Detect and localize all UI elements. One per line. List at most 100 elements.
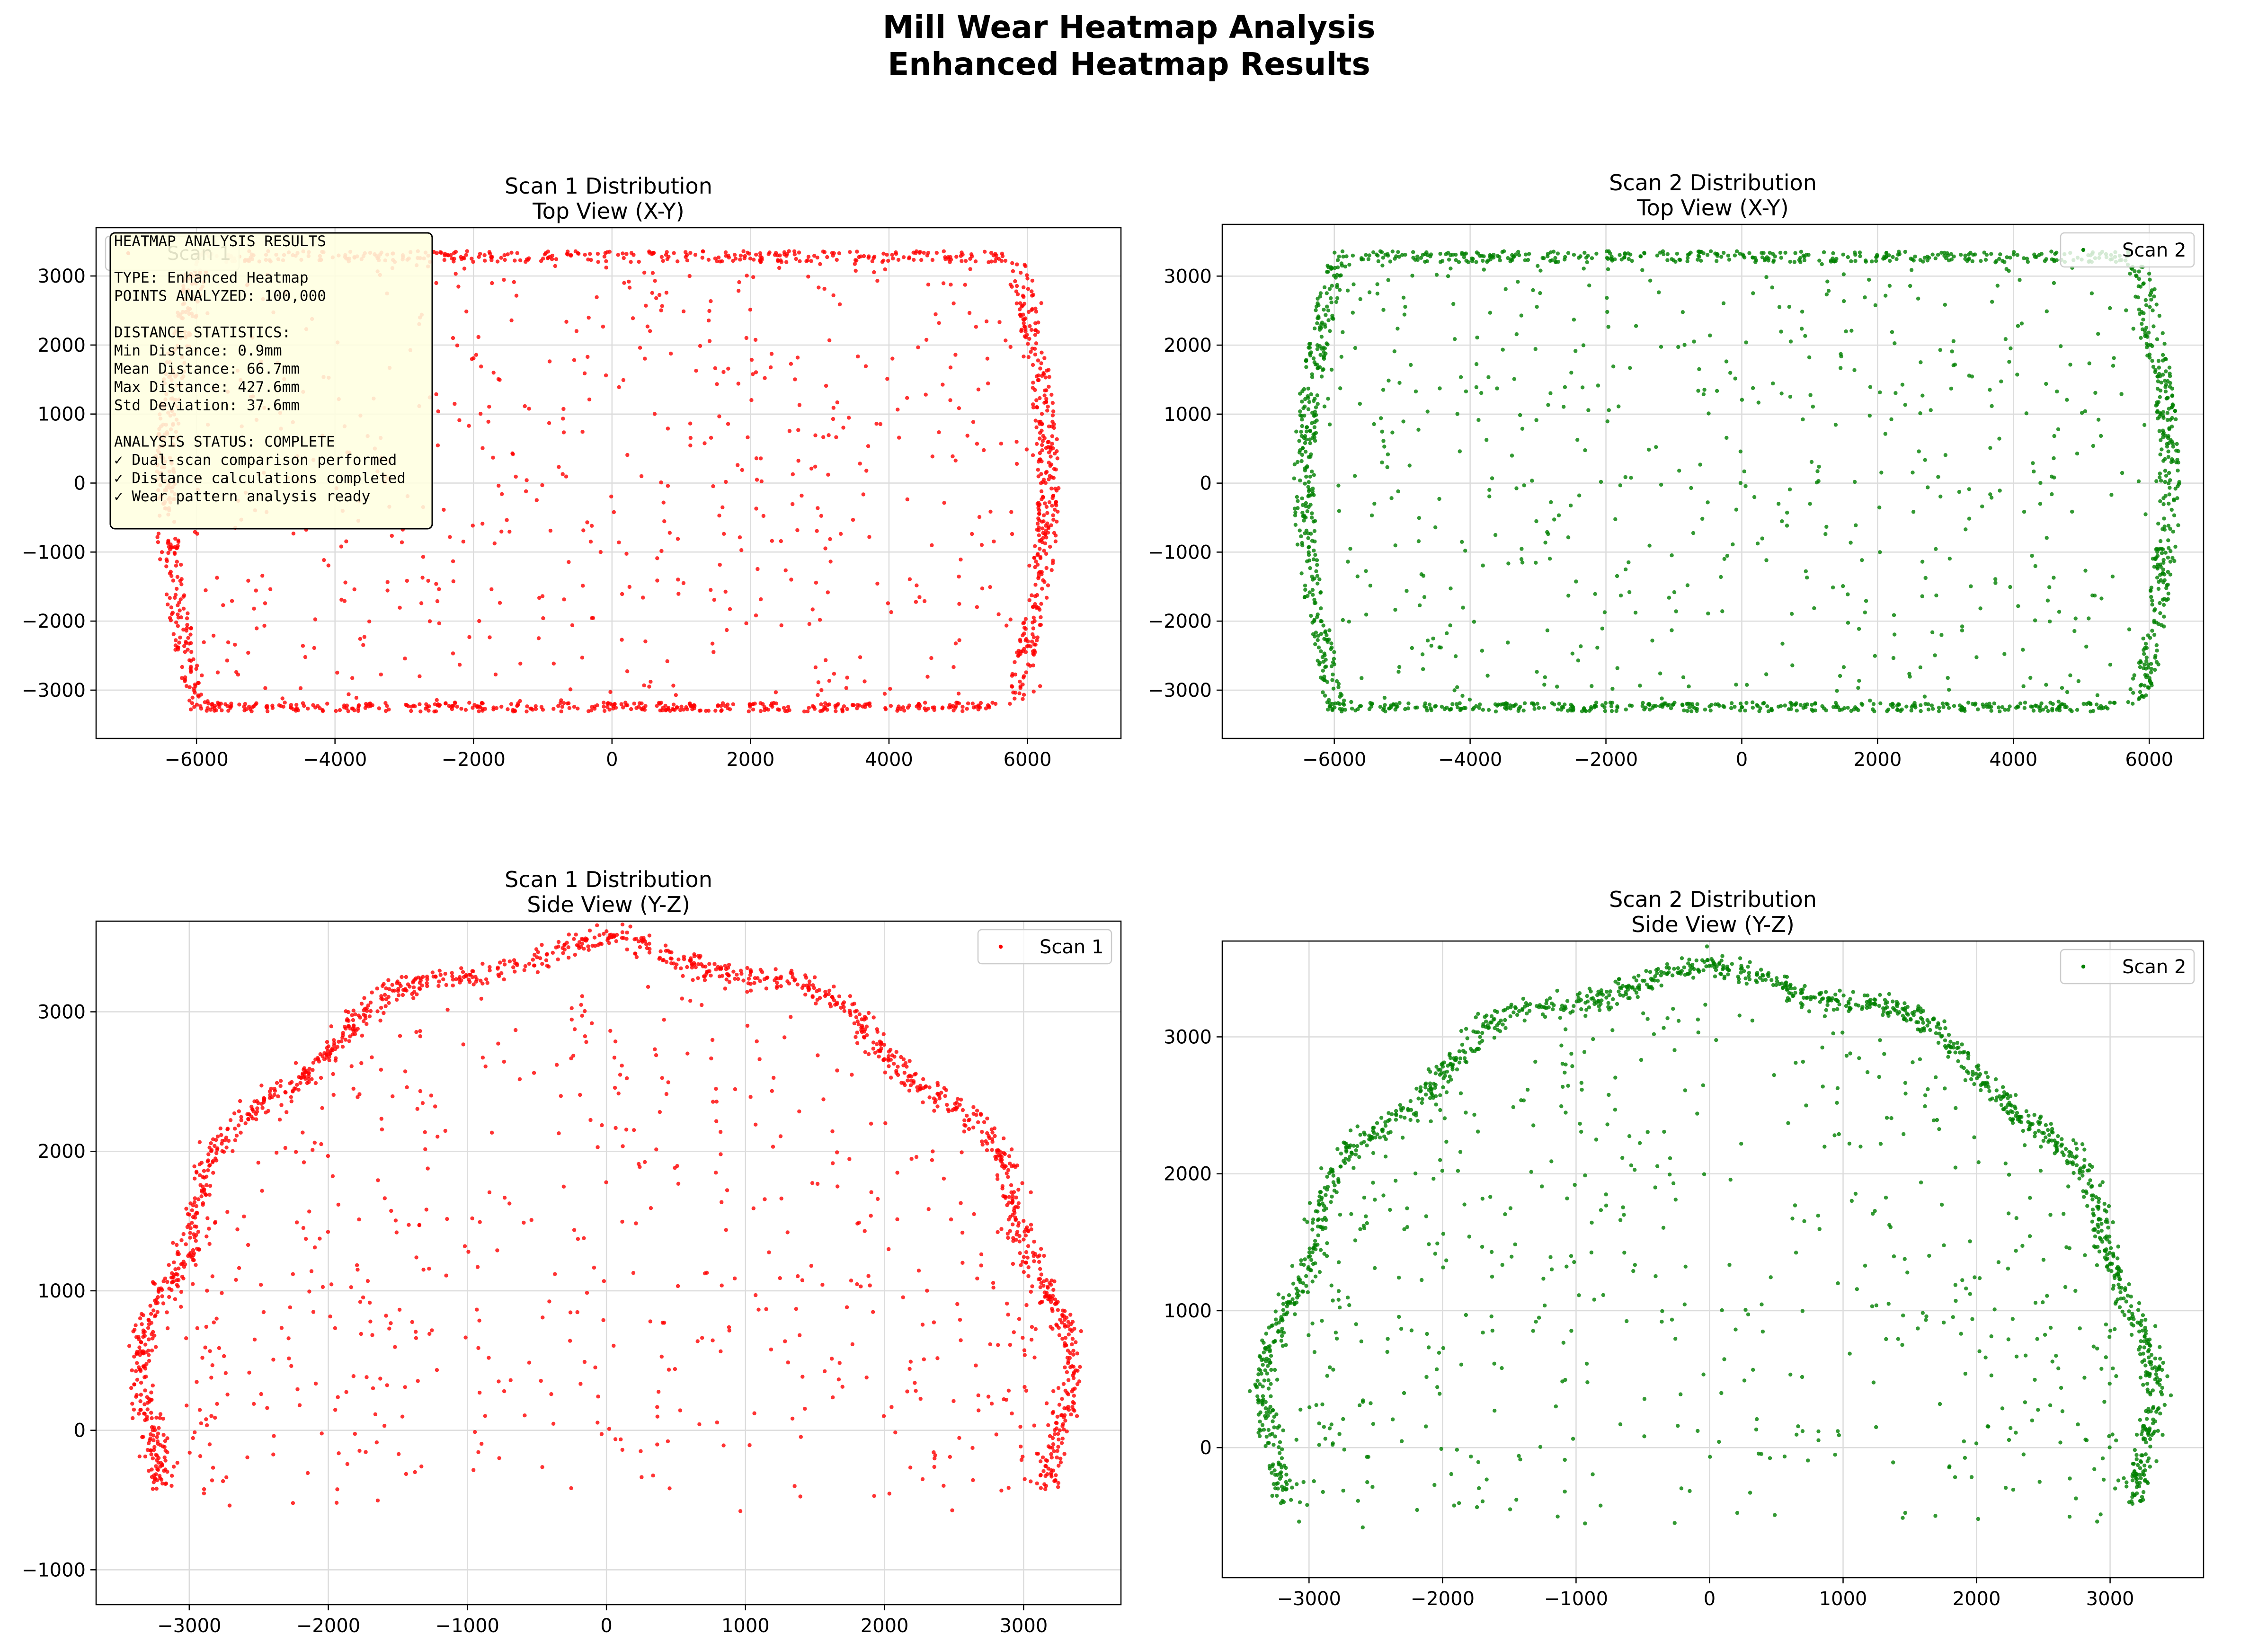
data-point	[567, 955, 571, 960]
data-point	[1542, 683, 1547, 687]
data-point	[746, 250, 750, 255]
data-point	[1936, 253, 1940, 257]
data-point	[1745, 683, 1749, 687]
data-point	[1518, 705, 1522, 709]
data-point	[447, 703, 451, 708]
data-point	[1566, 535, 1571, 540]
data-point	[1600, 626, 1604, 631]
data-point	[848, 994, 853, 998]
data-point	[1035, 638, 1039, 643]
data-point	[2161, 603, 2166, 607]
data-point	[1307, 590, 1312, 595]
data-point	[1018, 679, 1022, 684]
data-point	[448, 535, 452, 539]
y-tick-label: −3000	[1148, 680, 1212, 702]
data-point	[1305, 509, 1309, 514]
data-point	[1455, 412, 1459, 416]
data-point	[883, 1121, 888, 1126]
data-point	[1951, 339, 1956, 343]
data-point	[443, 972, 447, 976]
data-point	[367, 619, 372, 624]
data-point	[1026, 355, 1031, 359]
data-point	[1595, 646, 1600, 650]
data-point	[1618, 253, 1622, 257]
data-point	[1078, 1365, 1082, 1369]
data-point	[1873, 654, 1877, 658]
data-point	[1433, 525, 1438, 530]
data-point	[421, 555, 426, 559]
data-point	[664, 291, 669, 295]
x-tick-label: 4000	[1989, 749, 2037, 771]
data-point	[709, 973, 713, 978]
data-point	[464, 253, 468, 257]
data-point	[479, 364, 483, 369]
data-point	[855, 1030, 859, 1035]
data-point	[378, 1018, 382, 1023]
data-point	[1057, 486, 1061, 490]
data-point	[1755, 703, 1759, 707]
data-point	[356, 709, 361, 713]
data-point	[1743, 708, 1747, 713]
data-point	[675, 705, 679, 710]
data-point	[2131, 691, 2135, 695]
data-point	[1023, 329, 1028, 334]
data-point	[1316, 581, 1320, 586]
data-point	[1629, 476, 1633, 480]
data-point	[1013, 672, 1018, 677]
data-point	[2131, 327, 2135, 331]
data-point	[1026, 342, 1030, 346]
data-point	[679, 966, 683, 970]
data-point	[930, 454, 935, 459]
data-point	[1535, 305, 1539, 309]
data-point	[1394, 254, 1398, 258]
data-point	[301, 701, 305, 705]
data-point	[700, 256, 705, 260]
data-point	[1312, 597, 1316, 602]
data-point	[1685, 259, 1689, 264]
data-point	[226, 640, 231, 645]
data-point	[351, 1374, 356, 1378]
data-point	[875, 279, 880, 283]
data-point	[502, 253, 507, 258]
data-point	[647, 249, 651, 254]
data-point	[1804, 569, 1808, 574]
data-point	[132, 1407, 136, 1412]
data-point	[806, 709, 810, 714]
data-point	[984, 706, 988, 711]
data-point	[733, 257, 738, 261]
data-point	[1978, 606, 1982, 611]
data-point	[796, 459, 800, 463]
data-point	[500, 492, 504, 497]
y-tick-label: 0	[1200, 473, 1212, 495]
data-point	[2163, 480, 2167, 484]
data-point	[1378, 705, 1382, 709]
data-point	[1035, 593, 1040, 597]
data-point	[1307, 400, 1312, 404]
data-point	[1032, 1259, 1036, 1263]
data-point	[2083, 568, 2088, 573]
data-point	[1018, 307, 1022, 311]
data-point	[1599, 480, 1603, 484]
data-point	[1022, 324, 1027, 329]
data-point	[815, 529, 819, 533]
data-point	[189, 670, 193, 674]
data-point	[819, 688, 824, 693]
data-point	[1888, 702, 1893, 707]
data-point	[560, 704, 565, 709]
data-point	[2153, 667, 2157, 672]
data-point	[2141, 318, 2145, 322]
data-point	[999, 258, 1004, 263]
data-point	[977, 704, 981, 709]
data-point	[221, 603, 225, 607]
data-point	[1305, 429, 1309, 434]
data-point	[2006, 708, 2010, 712]
data-point	[2153, 654, 2158, 658]
data-point	[847, 1008, 852, 1013]
data-point	[2144, 303, 2149, 307]
data-point	[185, 626, 189, 631]
data-point	[494, 706, 499, 711]
plot-area	[96, 921, 1121, 1605]
data-point	[1993, 581, 1998, 585]
data-point	[655, 1442, 659, 1447]
data-point	[1903, 403, 1907, 407]
